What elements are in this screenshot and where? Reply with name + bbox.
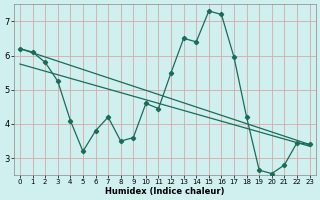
X-axis label: Humidex (Indice chaleur): Humidex (Indice chaleur) (105, 187, 225, 196)
